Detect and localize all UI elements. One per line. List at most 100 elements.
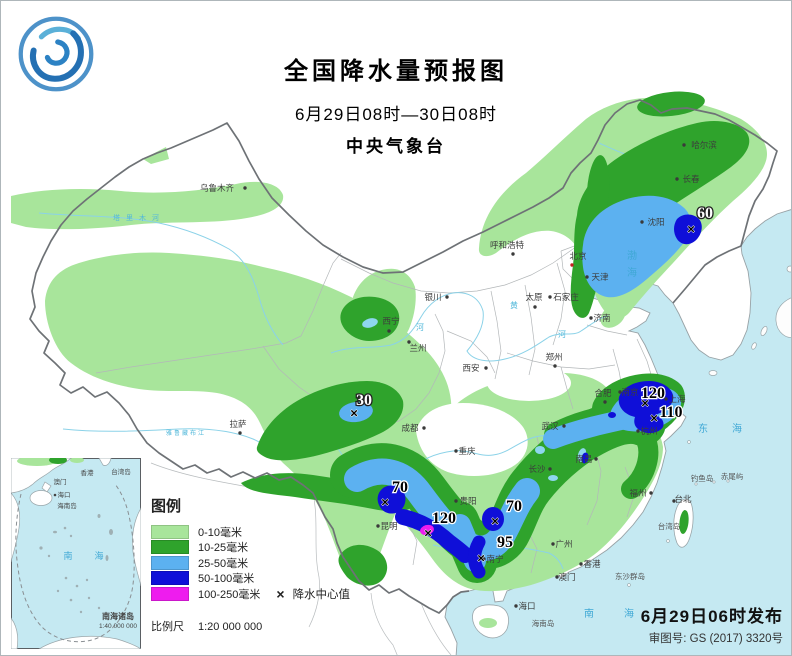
city-label: 长沙: [528, 464, 546, 474]
precip-center-marker-label: 降水中心值: [292, 588, 351, 601]
city-dot: [243, 186, 247, 190]
legend-item: 0-10毫米: [151, 524, 361, 540]
legend-item: 10-25毫米: [151, 540, 361, 556]
sea-label: 海: [624, 607, 634, 620]
island-label: 赤尾屿: [721, 472, 744, 481]
precip-value-label: 110: [659, 404, 682, 421]
city-label: 太原: [525, 292, 542, 302]
city-dot: [618, 390, 622, 394]
legend-item: 50-100毫米: [151, 571, 361, 587]
city-label: 西安: [462, 363, 479, 373]
city-label: 沈阳: [647, 217, 664, 227]
river-label: 河: [416, 322, 424, 332]
city-dot: [672, 499, 676, 503]
city-dot: [482, 557, 486, 561]
issue-time: 6月29日06时发布: [640, 607, 783, 626]
inset-label: 海南岛: [57, 501, 77, 510]
city-label: 重庆: [458, 446, 476, 456]
city-label: 哈尔滨: [691, 140, 717, 150]
precip-value-label: 70: [506, 498, 522, 515]
precip-100-250-spot: [420, 524, 434, 536]
city-dot: [589, 316, 593, 320]
city-dot: [484, 366, 488, 370]
legend-item: 25-50毫米: [151, 555, 361, 571]
precip-center-marker: ×: [491, 514, 499, 529]
city-dot: [533, 305, 537, 309]
precip-center-marker-icon: ×: [276, 585, 285, 602]
inset-label: 海: [94, 550, 103, 561]
japan-coast: [775, 297, 791, 338]
foreign-borders: [150, 462, 452, 655]
legend-rows: 0-10毫米 10-25毫米 25-50毫米 50-100毫米 100-250毫米 × 降水…: [151, 524, 361, 602]
city-label: 呼和浩特: [490, 240, 525, 250]
city-dot: [570, 263, 574, 267]
city-label: 福州: [629, 488, 646, 498]
china-border: [29, 99, 778, 614]
legend-item-label: 50-100毫米: [198, 573, 255, 586]
city-label: 合肥: [594, 388, 612, 398]
city-label: 广州: [555, 539, 572, 549]
inset-label: 海口: [58, 490, 71, 499]
city-dot: [562, 424, 566, 428]
inset-label: 南海诸岛: [102, 611, 134, 621]
legend-swatch: [151, 586, 189, 601]
city-dot: [511, 252, 515, 256]
city-dot: [649, 491, 653, 495]
island-label: 台湾岛: [658, 521, 681, 531]
city-label: 银川: [424, 292, 441, 302]
footer: 6月29日06时发布 审图号: GS (2017) 3320号: [641, 602, 783, 646]
legend-swatch: [151, 540, 189, 555]
city-label: 拉萨: [229, 419, 247, 429]
scale-value: 1:20 000 000: [198, 620, 263, 633]
city-dot: [407, 340, 411, 344]
dry-gaps: [416, 365, 571, 477]
inset-label: 澳门: [54, 477, 67, 486]
city-label: 澳门: [558, 572, 575, 582]
legend-title: 图例: [151, 498, 182, 515]
precip-value-label: 120: [641, 385, 665, 402]
city-dot: [238, 431, 242, 435]
city-label: 长春: [682, 174, 700, 184]
city-label: 昆明: [380, 521, 397, 531]
precip-value-label: 95: [497, 534, 513, 551]
city-dot: [514, 604, 518, 608]
legend-item: 100-250毫米 × 降水中心值: [151, 586, 361, 602]
city-dot: [553, 364, 557, 368]
city-dot: [594, 457, 598, 461]
city-dot: [640, 220, 644, 224]
inset-label: 1:40 000 000: [99, 623, 137, 630]
city-dot: [675, 177, 679, 181]
sea-label: 南: [584, 607, 594, 620]
precip-50-100-bands: [395, 509, 486, 579]
city-label: 兰州: [409, 343, 426, 353]
city-label: 贵阳: [459, 496, 476, 506]
legend: 图例 0-10毫米 10-25毫米 25-50毫米 50-100毫米 100-250毫米…: [151, 495, 361, 634]
city-dot: [551, 542, 555, 546]
sea-label: 东: [698, 422, 708, 435]
city-dot: [387, 329, 391, 333]
island-label: 钓鱼岛: [691, 473, 714, 483]
city-dot: [454, 449, 458, 453]
city-label: 天津: [591, 272, 609, 282]
approval-number: 审图号: GS (2017) 3320号: [648, 633, 783, 645]
legend-swatch: [151, 571, 189, 586]
city-dot: [376, 524, 380, 528]
inset-label: 香港: [81, 468, 95, 477]
cma-logo: [18, 16, 94, 92]
river-label: 雅鲁藏布江: [166, 429, 206, 437]
city-label: 台北: [674, 494, 692, 504]
legend-swatch: [151, 524, 189, 539]
precip-center-marker: ×: [477, 551, 485, 566]
precip-value-label: 30: [356, 392, 372, 409]
city-dot: [548, 467, 552, 471]
sea-label: 渤海: [627, 249, 637, 279]
city-dot: [579, 562, 583, 566]
legend-item-label: 0-10毫米: [198, 526, 243, 539]
city-dot: [603, 400, 607, 404]
precip-value-label: 70: [392, 479, 408, 496]
city-dot: [454, 499, 458, 503]
island-label: 东沙群岛: [615, 571, 645, 581]
